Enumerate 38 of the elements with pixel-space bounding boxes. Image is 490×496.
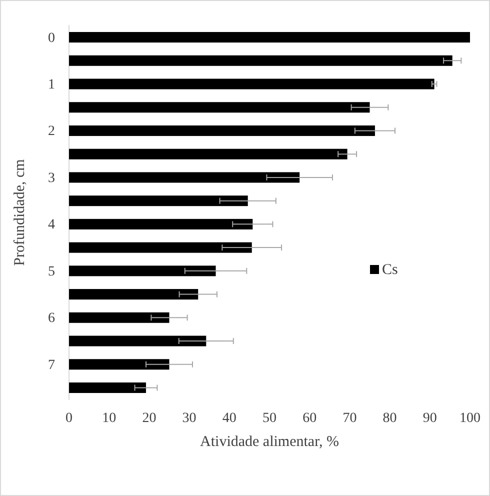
x-tick-label: 70: [342, 410, 357, 426]
bar: [69, 266, 216, 276]
bar: [69, 336, 206, 346]
x-tick-label: 90: [422, 410, 437, 426]
bar: [69, 32, 470, 43]
x-tick-label: 50: [262, 410, 276, 426]
y-tick-label: 5: [48, 264, 55, 280]
y-tick-label: 6: [48, 311, 55, 326]
bar: [69, 289, 198, 300]
bar: [69, 55, 452, 66]
bar: [69, 148, 348, 160]
legend-label: Cs: [382, 262, 398, 278]
bar: [69, 102, 370, 113]
x-axis-title: Atividade alimentar, %: [200, 434, 339, 450]
x-tick-label: 30: [182, 410, 196, 426]
bar: [69, 312, 170, 323]
y-axis-title: Profundidade, cm: [12, 158, 28, 266]
y-tick-label: 7: [48, 358, 55, 373]
bar: [69, 242, 252, 253]
y-tick-label: 3: [48, 170, 55, 186]
y-tick-label: 4: [48, 218, 55, 233]
y-tick-label: 1: [48, 77, 55, 92]
x-tick-label: 10: [102, 410, 116, 426]
x-tick-label: 40: [222, 410, 236, 426]
x-tick-label: 20: [142, 410, 156, 426]
bar: [69, 125, 375, 136]
x-tick-label: 60: [302, 410, 317, 426]
bar: [69, 218, 253, 230]
bar: [69, 196, 248, 206]
y-tick-label: 2: [48, 124, 55, 140]
x-tick-label: 80: [382, 410, 397, 426]
y-tick-label: 0: [48, 30, 55, 46]
x-tick-label: 0: [66, 410, 72, 426]
x-tick-label: 100: [460, 410, 480, 426]
bar: [69, 78, 434, 90]
bar: [69, 172, 300, 183]
bar: [69, 382, 146, 393]
bar: [69, 359, 170, 370]
